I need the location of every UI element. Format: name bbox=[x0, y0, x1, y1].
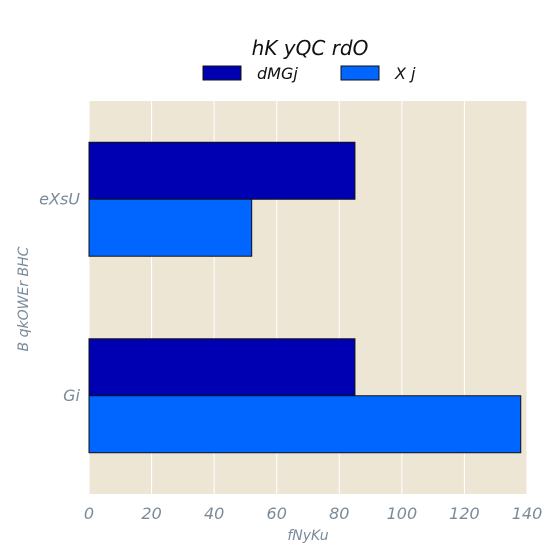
y-axis-ticks: eXsU Gi bbox=[39, 189, 80, 405]
bars bbox=[88, 141, 522, 454]
y-tick-label: Gi bbox=[63, 386, 80, 405]
x-tick-label: 140 bbox=[512, 504, 543, 523]
x-tick-label: 40 bbox=[204, 504, 224, 523]
legend-swatch bbox=[202, 65, 242, 81]
legend: dMGj X j bbox=[202, 64, 416, 83]
legend-label: dMGj bbox=[257, 64, 298, 83]
legend-label: X j bbox=[394, 64, 416, 83]
bar bbox=[88, 395, 522, 454]
bar bbox=[88, 338, 356, 397]
x-tick-label: 100 bbox=[387, 504, 418, 523]
x-axis-ticks: 0 20 40 60 80 100 120 140 bbox=[84, 504, 542, 523]
bar bbox=[88, 141, 356, 200]
y-axis-label: B qkOWEr BHC bbox=[16, 246, 32, 351]
x-tick-label: 0 bbox=[84, 504, 94, 523]
x-tick-label: 120 bbox=[449, 504, 480, 523]
bar bbox=[88, 198, 253, 257]
legend-swatch bbox=[340, 65, 380, 81]
y-tick-label: eXsU bbox=[39, 189, 80, 208]
x-tick-label: 20 bbox=[141, 504, 161, 523]
chart-title: hK yQC rdO bbox=[252, 36, 369, 60]
x-tick-label: 60 bbox=[267, 504, 287, 523]
x-tick-label: 80 bbox=[329, 504, 349, 523]
x-axis-label: fNyKu bbox=[287, 528, 328, 544]
